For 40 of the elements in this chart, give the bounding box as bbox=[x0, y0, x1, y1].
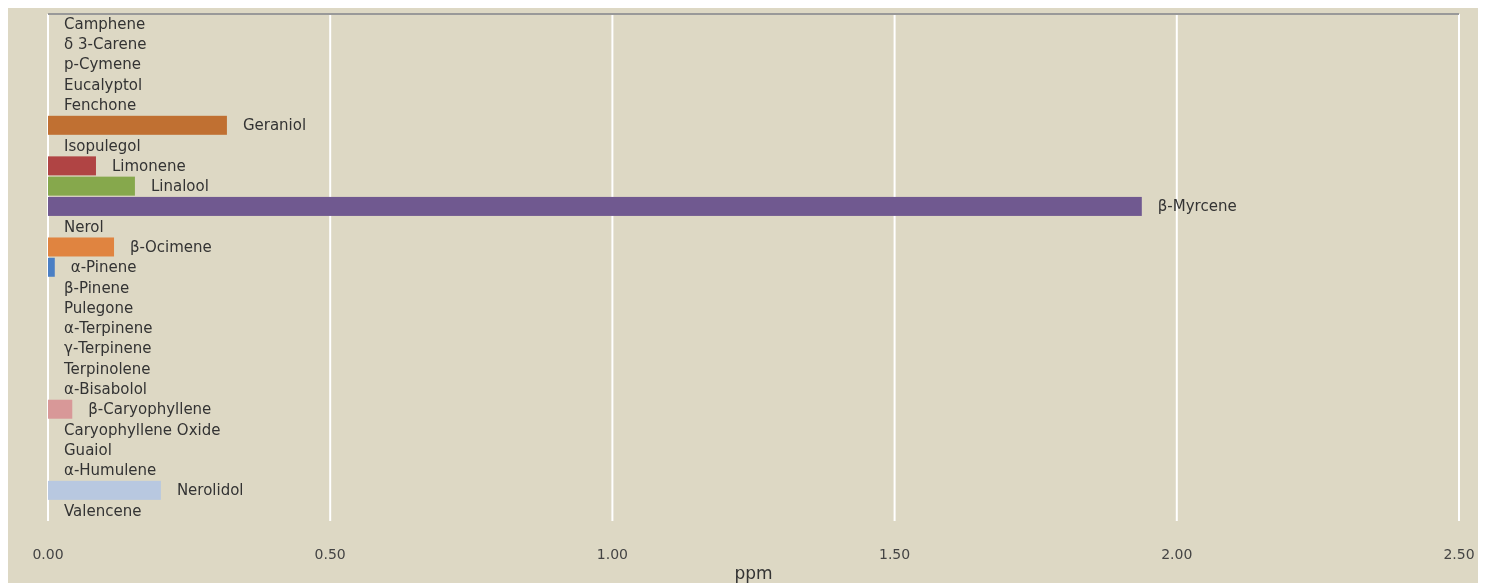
y-tick-label: Camphene bbox=[64, 14, 146, 33]
bar bbox=[48, 196, 1142, 216]
y-tick-label: Valencene bbox=[64, 501, 142, 520]
bar bbox=[48, 115, 227, 135]
y-tick-label: β-Caryophyllene bbox=[88, 400, 212, 419]
x-tick-label: 0.00 bbox=[32, 545, 64, 562]
x-tick-label: 0.50 bbox=[314, 545, 346, 562]
x-tick-label: 1.00 bbox=[596, 545, 628, 562]
y-tick-label: Pulegone bbox=[64, 298, 134, 317]
y-tick-label: Isopulegol bbox=[64, 136, 141, 155]
y-tick-label: α-Humulene bbox=[64, 461, 157, 480]
y-tick-label: β-Pinene bbox=[64, 278, 130, 297]
y-tick-label: Guaiol bbox=[64, 440, 112, 459]
bar bbox=[48, 399, 73, 419]
y-tick-label: Caryophyllene Oxide bbox=[64, 420, 221, 439]
bar bbox=[48, 176, 135, 196]
x-tick-label: 2.00 bbox=[1161, 545, 1193, 562]
y-tick-label: Limonene bbox=[111, 156, 186, 175]
bar bbox=[48, 237, 115, 257]
bar bbox=[48, 257, 55, 277]
x-tick-label: 1.50 bbox=[879, 545, 911, 562]
y-tick-label: δ 3-Carene bbox=[64, 35, 147, 54]
y-tick-label: Eucalyptol bbox=[64, 75, 143, 94]
y-tick-label: Linalool bbox=[150, 177, 209, 196]
y-tick-label: Geraniol bbox=[242, 116, 307, 135]
bar bbox=[48, 156, 96, 176]
y-tick-label: Nerol bbox=[64, 217, 104, 236]
y-tick-label: α-Bisabolol bbox=[64, 379, 147, 398]
y-tick-label: Fenchone bbox=[64, 96, 137, 115]
x-tick-label: 2.50 bbox=[1443, 545, 1475, 562]
y-tick-label: α-Pinene bbox=[70, 258, 137, 277]
x-axis-title: ppm bbox=[734, 563, 773, 583]
y-tick-label: β-Myrcene bbox=[1157, 197, 1237, 216]
y-tick-label: α-Terpinene bbox=[64, 319, 153, 338]
y-tick-label: Nerolidol bbox=[176, 481, 244, 500]
y-tick-label: β-Ocimene bbox=[130, 237, 212, 256]
y-tick-label: p-Cymene bbox=[64, 55, 141, 74]
y-tick-label: γ-Terpinene bbox=[64, 339, 152, 358]
bar bbox=[48, 480, 161, 500]
y-tick-label: Terpinolene bbox=[63, 359, 151, 378]
